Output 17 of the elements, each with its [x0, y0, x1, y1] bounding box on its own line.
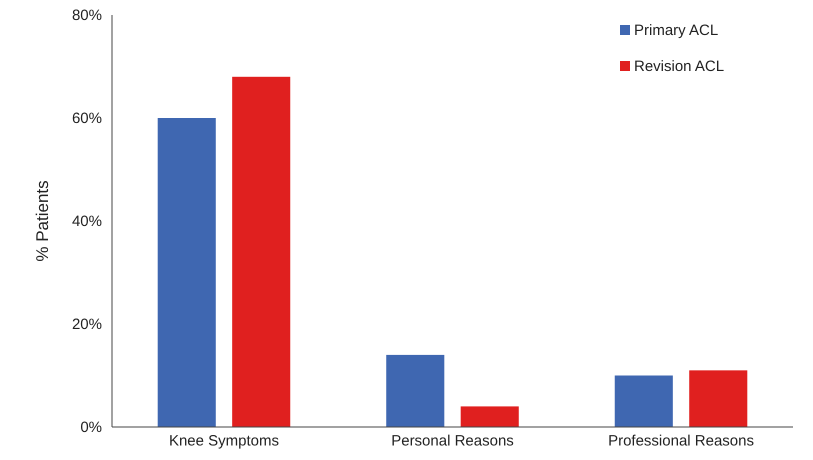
bar [689, 370, 748, 427]
x-tick-label: Personal Reasons [391, 432, 514, 450]
bar [614, 376, 673, 427]
bar [460, 406, 519, 427]
y-axis-title: % Patients [33, 180, 52, 262]
y-tick-label: 0% [80, 418, 102, 436]
y-tick-label: 40% [72, 212, 102, 230]
x-tick-label: Knee Symptoms [168, 432, 279, 450]
y-tick-label: 60% [72, 110, 102, 127]
bar [386, 354, 444, 427]
y-tick-label: 20% [72, 316, 102, 333]
legend-label: Revision ACL [634, 58, 724, 75]
legend-label: Primary ACL [634, 22, 718, 39]
x-tick-label: Professional Reasons [608, 432, 754, 450]
bar [232, 76, 290, 427]
bar [158, 118, 216, 427]
y-tick-label: 80% [72, 6, 102, 24]
